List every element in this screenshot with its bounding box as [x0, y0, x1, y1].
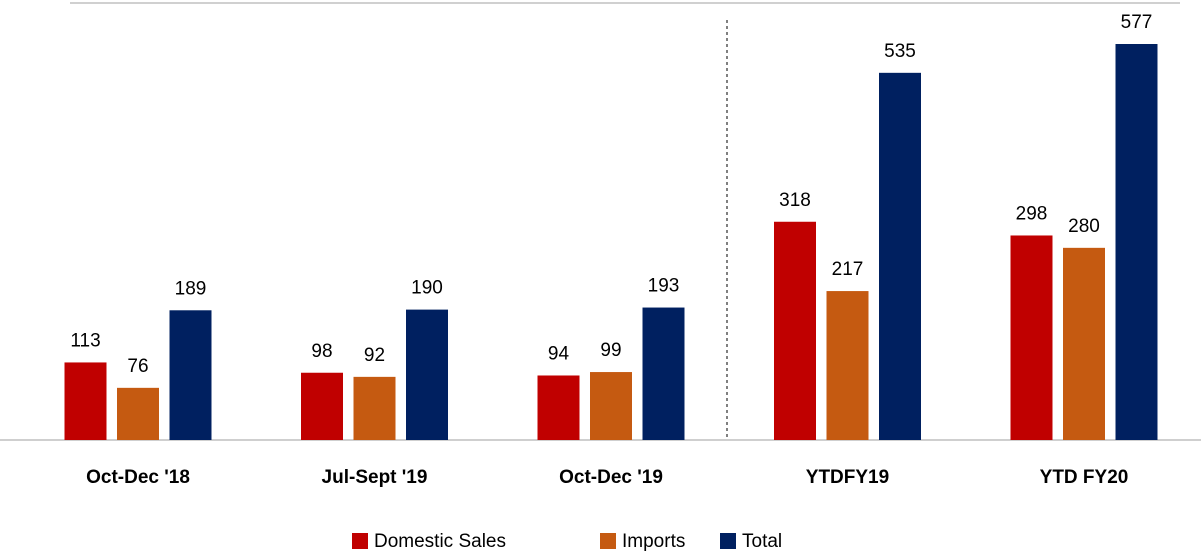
bar — [642, 307, 685, 440]
data-label: 113 — [70, 330, 100, 351]
legend-label: Domestic Sales — [374, 531, 506, 552]
data-label: 189 — [175, 278, 207, 299]
x-tick-label: YTDFY19 — [806, 467, 889, 488]
bar — [406, 309, 448, 440]
data-label: 535 — [884, 41, 916, 62]
data-label: 577 — [1121, 12, 1153, 33]
data-label: 217 — [832, 259, 864, 280]
data-label: 98 — [311, 341, 332, 362]
data-label: 76 — [127, 356, 148, 377]
x-tick-label: YTD FY20 — [1040, 467, 1129, 488]
legend-label: Imports — [622, 531, 685, 552]
bar — [64, 362, 107, 440]
bar — [353, 376, 396, 440]
x-tick-label: Oct-Dec '18 — [86, 467, 190, 488]
data-label: 92 — [364, 345, 385, 366]
bar — [774, 221, 816, 440]
legend-label: Total — [742, 531, 782, 552]
bar — [301, 372, 343, 440]
data-label: 298 — [1016, 203, 1048, 224]
bar — [879, 72, 921, 441]
x-tick-label: Jul-Sept '19 — [322, 467, 428, 488]
data-label: 190 — [411, 278, 443, 299]
bar — [1063, 247, 1105, 440]
bar — [826, 291, 869, 440]
data-label: 318 — [779, 190, 811, 211]
legend-swatch — [600, 533, 616, 549]
legend-swatch — [720, 533, 736, 549]
data-label: 280 — [1068, 216, 1100, 237]
bar — [117, 387, 159, 440]
bar — [590, 372, 632, 440]
x-tick-label: Oct-Dec '19 — [559, 467, 663, 488]
bar — [537, 375, 580, 440]
data-label: 99 — [600, 340, 621, 361]
data-label: 193 — [648, 276, 680, 297]
bar — [1010, 235, 1053, 440]
data-label: 94 — [548, 344, 570, 365]
bar — [1115, 44, 1158, 440]
legend-swatch — [352, 533, 368, 549]
bar — [169, 310, 212, 440]
